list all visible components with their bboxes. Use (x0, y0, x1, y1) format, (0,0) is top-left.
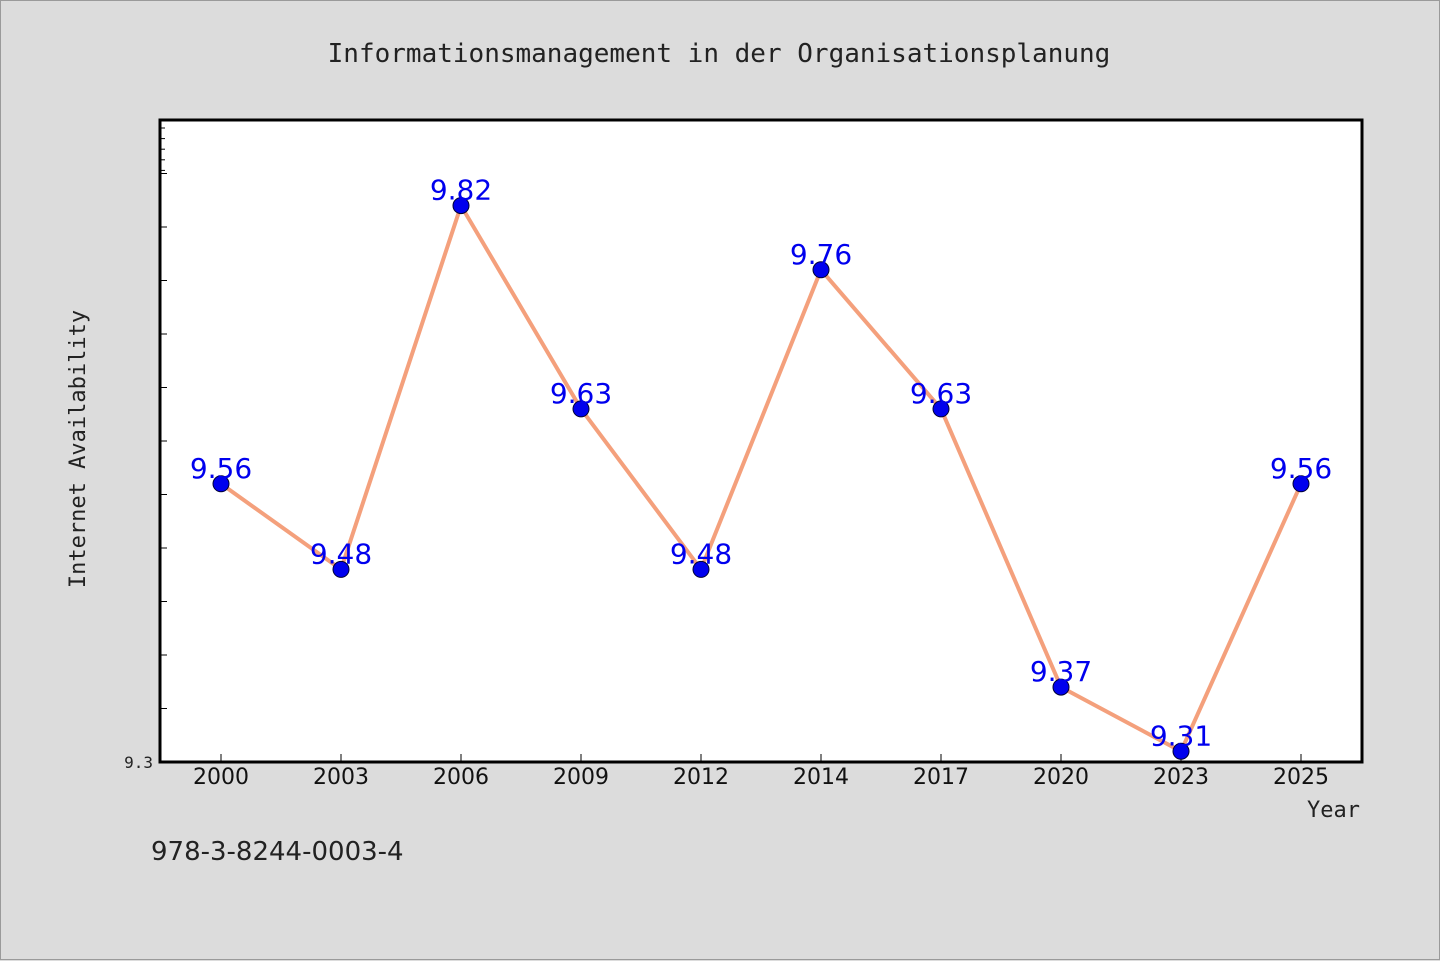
data-point (212, 475, 230, 493)
data-point (812, 261, 830, 279)
x-axis-label: Year (1307, 798, 1360, 823)
y-tick-label: 9.3 (124, 753, 153, 772)
y-axis-label: Internet Availability (66, 310, 91, 588)
y-axis-tick-labels: 9.3 (124, 753, 153, 772)
series-line (219, 203, 1303, 754)
data-label: 9.76 (790, 238, 852, 271)
data-label: 9.48 (310, 537, 372, 570)
data-label: 9.82 (430, 174, 492, 207)
x-tick-label: 2017 (913, 765, 969, 790)
x-tick-label: 2014 (793, 765, 849, 790)
x-tick-label: 2012 (673, 765, 729, 790)
x-tick-label: 2025 (1273, 765, 1329, 790)
isbn-text: 978-3-8244-0003-4 (151, 837, 404, 867)
data-label: 9.37 (1030, 655, 1092, 688)
data-label: 9.63 (910, 377, 972, 410)
plot-area (158, 118, 1364, 764)
data-point (1172, 742, 1190, 760)
x-axis-tick-labels: 2000 2003 2006 2009 2012 2014 2017 2020 2023 2025 (193, 765, 1329, 790)
data-point (572, 400, 590, 418)
x-tick-label: 2000 (193, 765, 249, 790)
data-point (1052, 678, 1070, 696)
x-tick-label: 2009 (553, 765, 609, 790)
data-point (332, 560, 350, 578)
chart-title: Informationsmanagement in der Organisati… (328, 39, 1111, 69)
series-points (212, 197, 1310, 760)
data-label: 9.31 (1150, 719, 1212, 752)
x-tick-label: 2006 (433, 765, 489, 790)
data-label: 9.56 (190, 452, 252, 485)
data-label: 9.48 (670, 537, 732, 570)
data-label: 9.56 (1270, 452, 1332, 485)
data-point (932, 400, 950, 418)
data-point (452, 197, 470, 215)
series-lines (219, 203, 1303, 754)
data-point (692, 560, 710, 578)
y-axis-ticks (160, 127, 167, 709)
x-tick-label: 2023 (1153, 765, 1209, 790)
data-label: 9.63 (550, 377, 612, 410)
data-point (1292, 475, 1310, 493)
x-tick-label: 2003 (313, 765, 369, 790)
x-tick-label: 2020 (1033, 765, 1089, 790)
data-labels: 9.56 9.48 9.82 9.63 9.48 9.76 9.63 9.37 9.31 9.56 (190, 174, 1332, 753)
